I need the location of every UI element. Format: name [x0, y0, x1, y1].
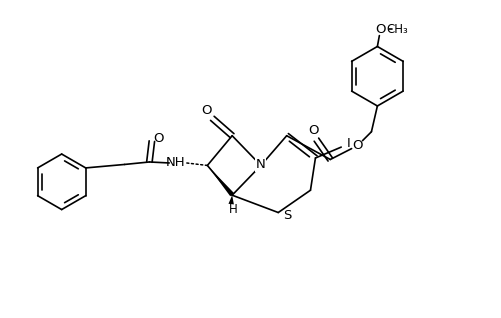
Polygon shape	[207, 165, 233, 196]
Text: O: O	[374, 23, 385, 36]
Text: S: S	[283, 209, 291, 222]
Text: O: O	[308, 124, 319, 137]
Text: O: O	[352, 139, 362, 152]
Text: NH: NH	[165, 156, 185, 169]
Text: O: O	[201, 104, 211, 117]
Polygon shape	[228, 195, 233, 204]
Text: H: H	[228, 203, 237, 216]
Text: N: N	[256, 158, 265, 171]
Text: O: O	[153, 132, 164, 145]
Text: CH₃: CH₃	[386, 23, 407, 36]
Text: I: I	[346, 137, 350, 150]
